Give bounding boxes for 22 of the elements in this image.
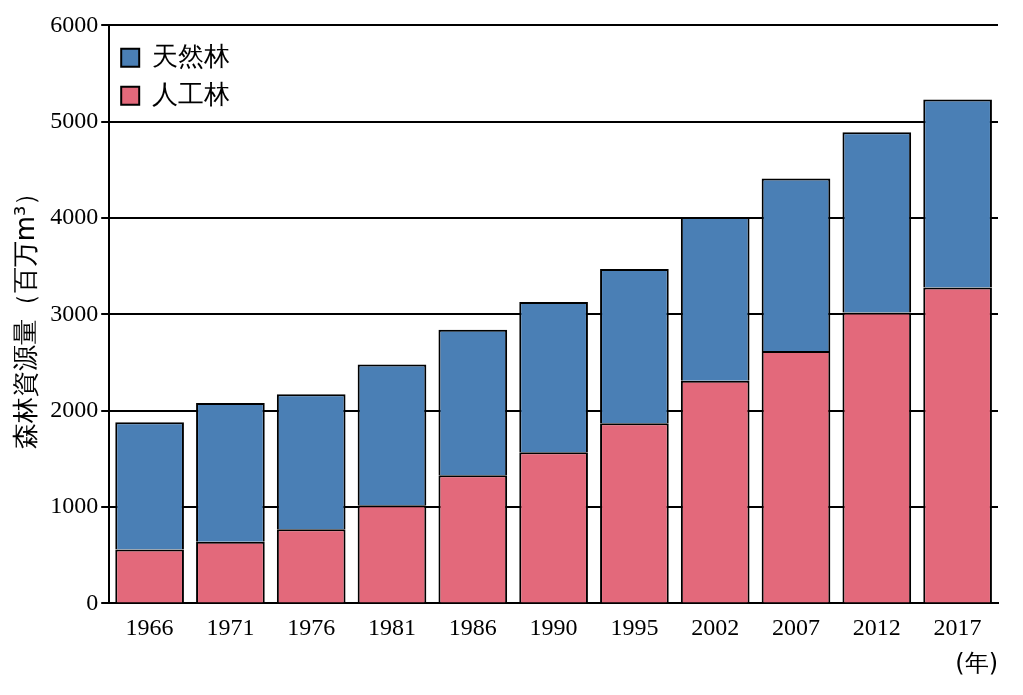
x-tick-label: 1990 xyxy=(529,614,578,641)
x-tick-label: 1981 xyxy=(368,614,416,641)
x-tick-label: 1966 xyxy=(125,614,174,641)
y-tick-label: 6000 xyxy=(50,10,99,37)
y-tick-label: 3000 xyxy=(50,299,99,326)
y-tick-label: 0 xyxy=(86,588,99,615)
x-tick-label: 2007 xyxy=(772,614,820,641)
x-tick-label: 2012 xyxy=(852,614,901,641)
y-tick-label: 1000 xyxy=(50,492,99,519)
x-tick-label: 1986 xyxy=(448,614,497,641)
legend-label: 天然林 xyxy=(152,40,231,71)
y-tick-label: 2000 xyxy=(50,396,99,423)
x-tick-label: 1995 xyxy=(610,614,659,641)
x-axis-title: (年) xyxy=(955,648,998,677)
x-tick-label: 2017 xyxy=(933,614,982,641)
y-tick-label: 4000 xyxy=(50,203,99,230)
x-tick-label: 1971 xyxy=(206,614,255,641)
legend-label: 人工林 xyxy=(152,78,231,109)
y-tick-label: 5000 xyxy=(50,107,99,134)
y-axis-title: 森林資源量（百万m³） xyxy=(10,179,41,450)
x-tick-label: 2002 xyxy=(691,614,740,641)
x-tick-label: 1976 xyxy=(287,614,336,641)
